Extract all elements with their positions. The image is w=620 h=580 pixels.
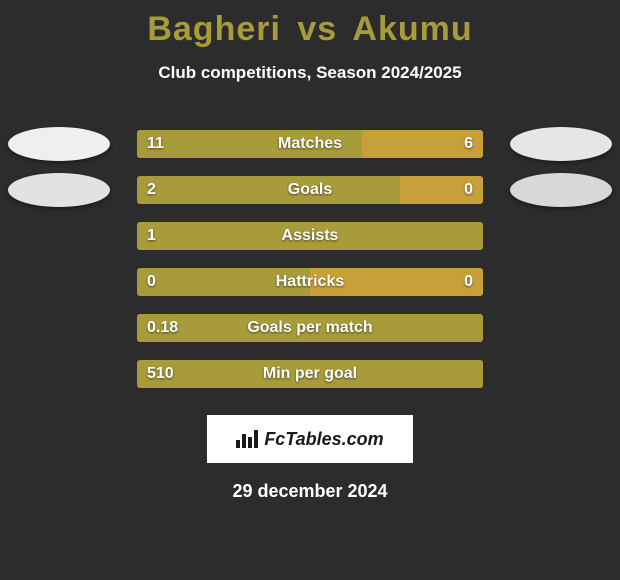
stat-row: 1Assists: [0, 213, 620, 259]
bar-left: [137, 130, 362, 158]
stat-row: 0.18Goals per match: [0, 305, 620, 351]
bar-track: 116Matches: [137, 130, 483, 158]
bar-track: 20Goals: [137, 176, 483, 204]
bar-track: 00Hattricks: [137, 268, 483, 296]
bar-left: [137, 268, 310, 296]
player2-badge: [510, 127, 612, 161]
bar-track: 0.18Goals per match: [137, 314, 483, 342]
player1-badge: [8, 127, 110, 161]
logo-text: FcTables.com: [264, 429, 383, 450]
player1-name: Bagheri: [147, 10, 281, 48]
page-title: Bagheri vs Akumu: [0, 10, 620, 49]
bar-right: [400, 176, 483, 204]
bar-left: [137, 360, 483, 388]
bar-left: [137, 176, 400, 204]
bar-left: [137, 314, 483, 342]
bar-chart-icon: [236, 430, 258, 448]
stat-row: 20Goals: [0, 167, 620, 213]
logo: FcTables.com: [236, 429, 383, 450]
stat-rows: 116Matches 20Goals 1Assists 00Hattricks 0.18…: [0, 121, 620, 397]
subtitle: Club competitions, Season 2024/2025: [0, 63, 620, 83]
stat-row: 00Hattricks: [0, 259, 620, 305]
player1-badge: [8, 173, 110, 207]
bar-track: 510Min per goal: [137, 360, 483, 388]
comparison-card: Bagheri vs Akumu Club competitions, Seas…: [0, 0, 620, 580]
bar-right: [362, 130, 483, 158]
stat-row: 116Matches: [0, 121, 620, 167]
vs-text: vs: [297, 10, 337, 48]
stat-row: 510Min per goal: [0, 351, 620, 397]
bar-track: 1Assists: [137, 222, 483, 250]
bar-left: [137, 222, 483, 250]
player2-badge: [510, 173, 612, 207]
logo-box: FcTables.com: [207, 415, 413, 463]
bar-right: [310, 268, 483, 296]
player2-name: Akumu: [352, 10, 472, 48]
date-text: 29 december 2024: [0, 481, 620, 502]
